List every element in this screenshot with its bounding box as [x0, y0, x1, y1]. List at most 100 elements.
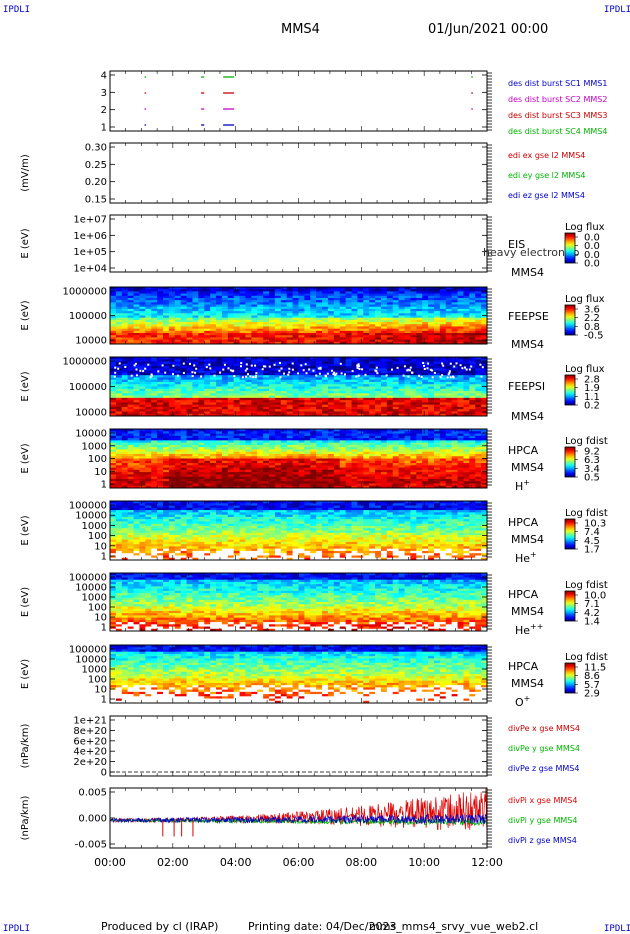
spectrogram-cell — [263, 485, 270, 489]
spectrogram-cell — [157, 386, 164, 390]
spectrogram-cell — [227, 449, 235, 453]
spectrogram-cell — [310, 442, 317, 446]
spectrogram-cell — [433, 411, 441, 415]
spectrogram-cell — [339, 289, 347, 292]
spectrogram-cell — [151, 442, 158, 446]
spectrogram-cell — [263, 304, 270, 308]
spectrogram-cell — [351, 297, 358, 301]
spectrogram-cell — [322, 361, 329, 365]
spectrogram-cell — [333, 393, 341, 396]
spectrogram-cell — [280, 451, 288, 455]
spectrogram-cell — [204, 317, 211, 321]
spectrogram-cell — [186, 438, 193, 441]
spectrogram-cell — [286, 341, 294, 345]
spectrogram-cell — [186, 400, 193, 403]
spectrogram-cell — [416, 357, 423, 360]
spectrogram-cell — [145, 388, 152, 392]
spectrogram-cell — [204, 291, 211, 294]
spectrogram-cell — [239, 366, 246, 369]
spectrogram-cell — [363, 379, 370, 383]
spectrogram-gap — [324, 374, 327, 377]
spectrogram-cell — [380, 341, 388, 345]
spectrogram-gap — [464, 366, 466, 369]
spectrogram-cell — [416, 306, 423, 310]
spectrogram-cell — [280, 409, 288, 412]
spectrogram-cell — [280, 322, 288, 325]
spectrogram-cell — [363, 304, 370, 308]
spectrogram-cell — [422, 330, 429, 334]
spectrogram-cell — [386, 324, 394, 327]
spectrogram-cell — [322, 431, 329, 434]
spectrogram-cell — [422, 413, 429, 417]
spectrogram-cell — [245, 458, 252, 462]
spectrogram-cell — [333, 357, 341, 360]
spectrogram-cell — [433, 357, 441, 360]
spectrogram-cell — [192, 322, 199, 325]
colorbar-tick-label: 0.0 — [584, 259, 600, 270]
spectrogram-cell — [280, 453, 288, 457]
spectrogram-cell — [204, 469, 211, 473]
spectrogram-cell — [257, 333, 264, 336]
spectrogram-cell — [463, 411, 470, 415]
spectrogram-cell — [469, 330, 476, 334]
spectrogram-cell — [227, 442, 235, 446]
spectrogram-cell — [269, 463, 276, 466]
spectrogram-cell — [416, 330, 423, 334]
y-tick-label: 1e+04 — [73, 264, 107, 275]
spectrogram-cell — [422, 308, 429, 312]
spectrogram-cell — [257, 449, 264, 453]
spectrogram-cell — [463, 366, 470, 369]
spectrogram-cell — [216, 381, 223, 385]
spectrogram-cell — [157, 481, 164, 484]
spectrogram-cell — [133, 442, 140, 446]
spectrogram-cell — [192, 326, 199, 330]
spectrogram-cell — [204, 440, 211, 444]
spectrogram-cell — [216, 293, 223, 297]
spectrogram-cell — [298, 402, 305, 406]
y-tick-label: 0.30 — [85, 143, 107, 154]
spectrogram-cell — [357, 404, 364, 408]
spectrogram-cell — [110, 458, 117, 462]
spectrogram-cell — [392, 313, 400, 316]
spectrogram-cell — [433, 339, 441, 343]
spectrogram-cell — [274, 391, 282, 394]
spectrogram-cell — [168, 333, 176, 336]
spectrogram-cell — [210, 393, 217, 396]
spectrogram-cell — [327, 429, 335, 432]
spectrogram-cell — [304, 411, 311, 415]
spectrogram-cell — [345, 370, 352, 374]
spectrogram-cell — [115, 297, 123, 301]
spectrogram-cell — [416, 404, 423, 408]
spectrogram-cell — [251, 447, 258, 450]
spectrogram-cell — [451, 324, 458, 327]
spectrogram-cell — [310, 440, 317, 444]
spectrogram-cell — [192, 384, 199, 387]
spectrogram-cell — [257, 463, 264, 466]
spectrogram-cell — [404, 317, 411, 321]
spectrogram-cell — [333, 322, 341, 325]
spectrogram-cell — [463, 375, 470, 378]
spectrogram-cell — [369, 297, 376, 301]
spectrogram-cell — [481, 397, 488, 401]
spectrogram-cell — [316, 330, 323, 334]
spectrogram-cell — [304, 433, 311, 437]
spectrogram-cell — [357, 395, 364, 399]
spectrogram-cell — [110, 411, 117, 415]
y-axis-label: E (eV) — [20, 371, 31, 401]
spectrogram-cell — [239, 429, 246, 432]
spectrogram-cell — [263, 361, 270, 365]
spectrogram-cell — [274, 304, 282, 308]
spectrogram-cell — [198, 467, 205, 471]
spectrogram-cell — [245, 377, 252, 381]
spectrogram-cell — [198, 324, 205, 327]
spectrogram-cell — [286, 458, 294, 462]
spectrogram-cell — [469, 287, 476, 290]
spectrogram-cell — [422, 361, 429, 365]
spectrogram-cell — [145, 335, 152, 338]
spectrogram-cell — [163, 395, 170, 399]
spectrogram-cell — [174, 404, 182, 408]
spectrogram-cell — [151, 435, 158, 439]
spectrogram-cell — [221, 337, 229, 341]
spectrogram-cell — [127, 287, 134, 290]
spectrogram-cell — [216, 361, 223, 365]
